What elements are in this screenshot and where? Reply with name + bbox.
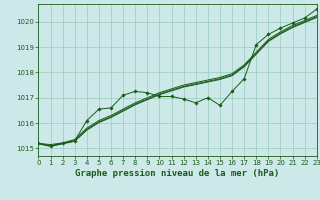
X-axis label: Graphe pression niveau de la mer (hPa): Graphe pression niveau de la mer (hPa) <box>76 169 280 178</box>
